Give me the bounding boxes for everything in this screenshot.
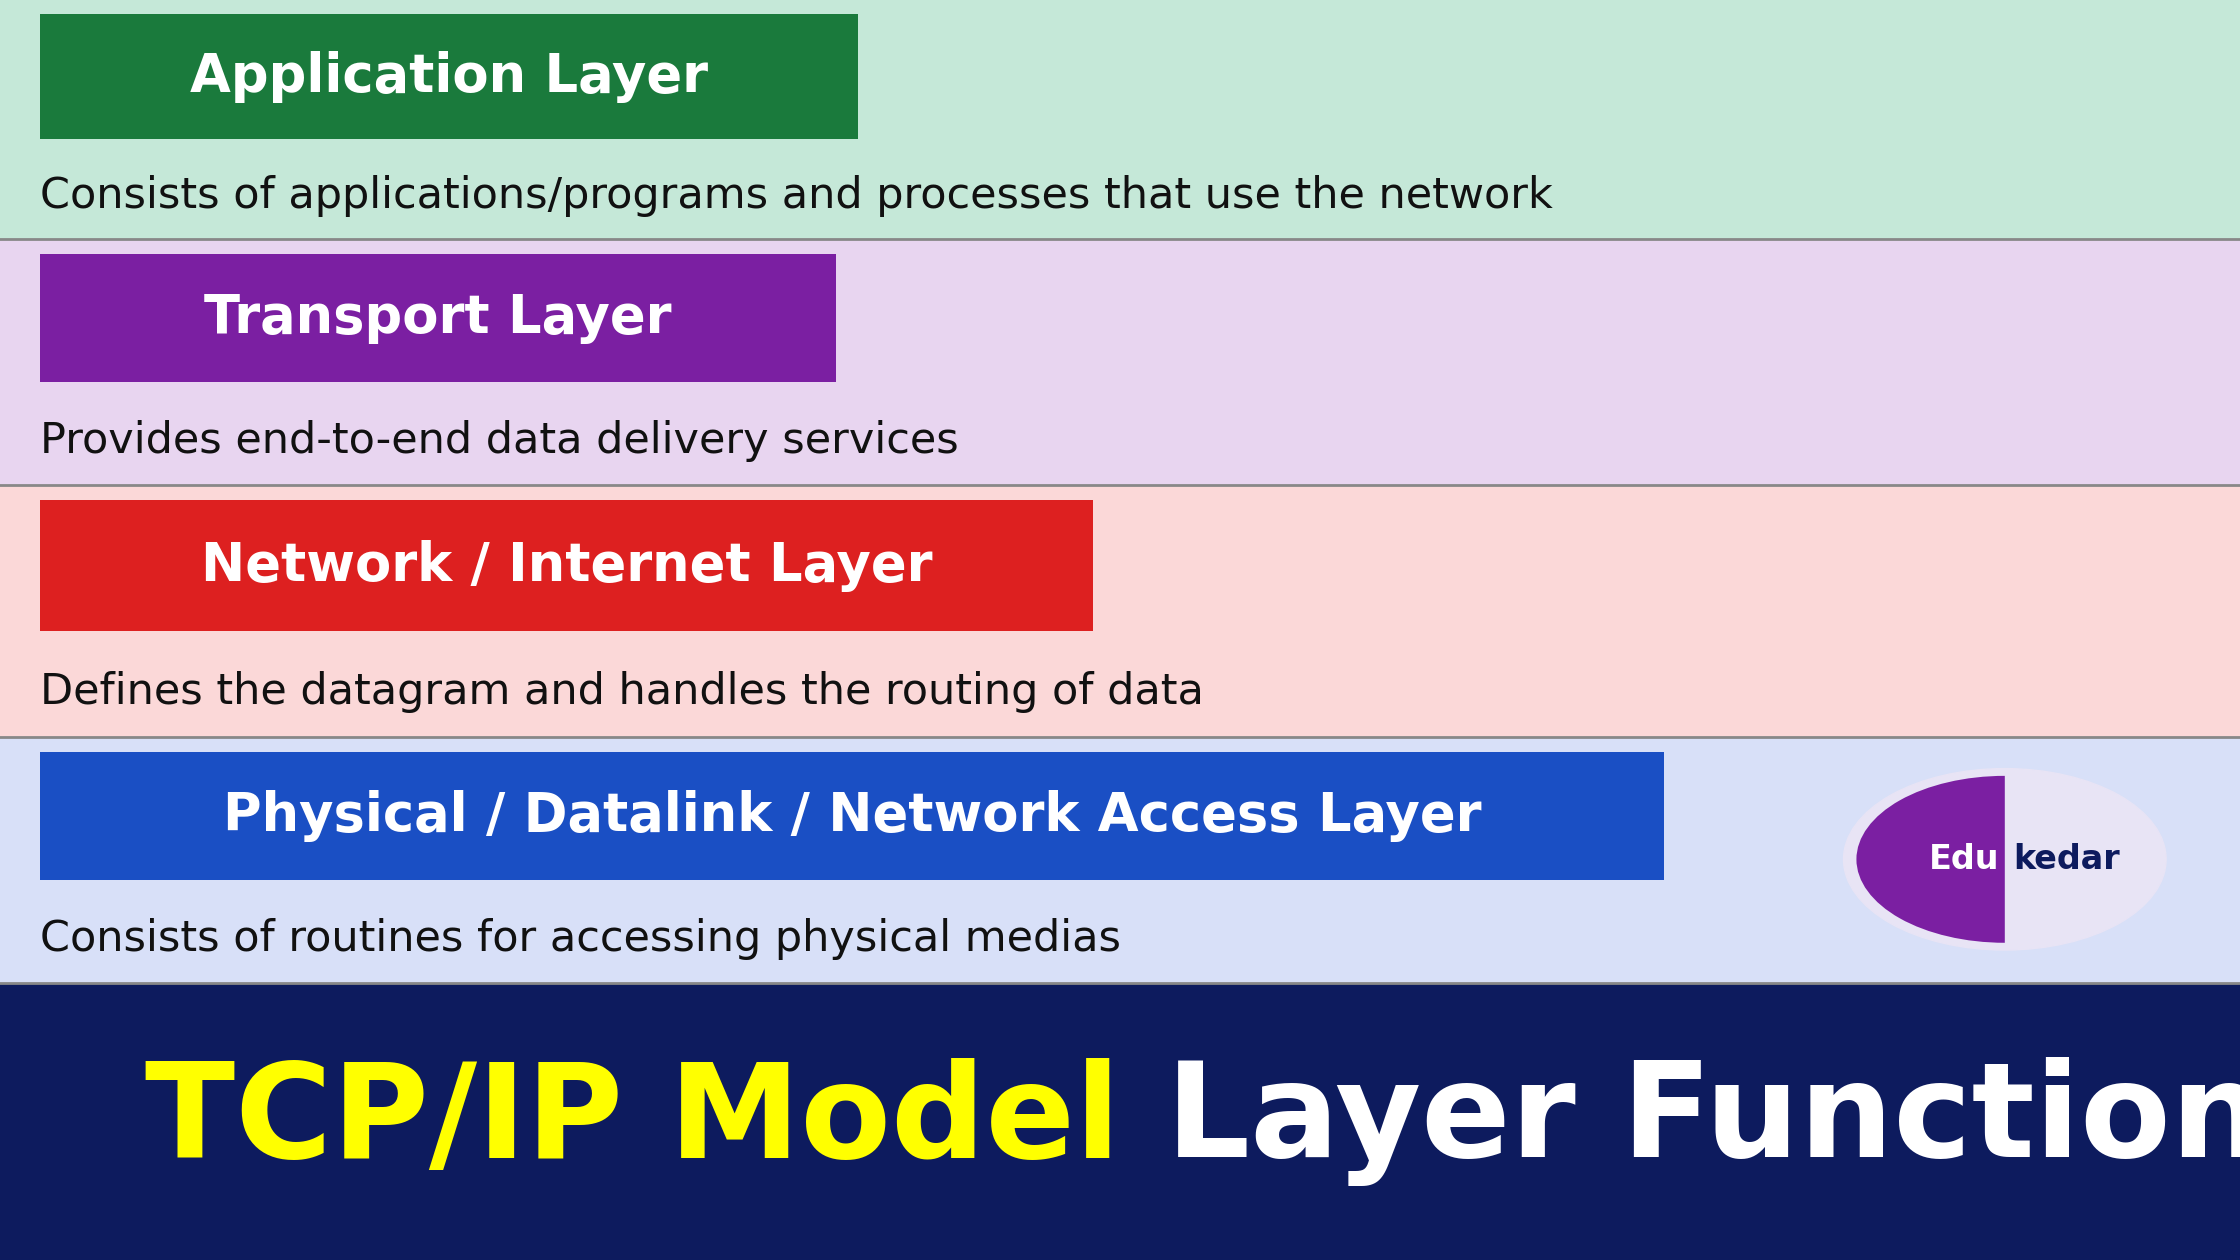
Bar bbox=[0, 983, 2240, 1260]
Text: Network / Internet Layer: Network / Internet Layer bbox=[202, 539, 932, 592]
Text: TCP/IP Model: TCP/IP Model bbox=[146, 1058, 1120, 1184]
Text: Application Layer: Application Layer bbox=[190, 50, 708, 102]
Text: Defines the datagram and handles the routing of data: Defines the datagram and handles the rou… bbox=[40, 670, 1205, 713]
Text: Layer Functions: Layer Functions bbox=[1120, 1057, 2240, 1186]
Text: Consists of routines for accessing physical medias: Consists of routines for accessing physi… bbox=[40, 917, 1122, 960]
Bar bbox=[0, 239, 2240, 485]
Bar bbox=[0, 0, 2240, 239]
Text: kedar: kedar bbox=[2014, 843, 2119, 876]
Text: Physical / Datalink / Network Access Layer: Physical / Datalink / Network Access Lay… bbox=[224, 790, 1481, 842]
Text: Transport Layer: Transport Layer bbox=[204, 292, 672, 344]
Bar bbox=[0, 485, 2240, 737]
Wedge shape bbox=[1857, 776, 2005, 942]
Bar bbox=[0, 737, 2240, 983]
Text: Provides end-to-end data delivery services: Provides end-to-end data delivery servic… bbox=[40, 420, 959, 462]
Circle shape bbox=[1844, 769, 2166, 950]
Bar bbox=[40, 14, 858, 139]
Text: Edu: Edu bbox=[1929, 843, 2000, 876]
Bar bbox=[40, 500, 1093, 631]
Text: Consists of applications/programs and processes that use the network: Consists of applications/programs and pr… bbox=[40, 175, 1552, 217]
Bar bbox=[40, 752, 1664, 879]
Bar bbox=[40, 255, 836, 382]
